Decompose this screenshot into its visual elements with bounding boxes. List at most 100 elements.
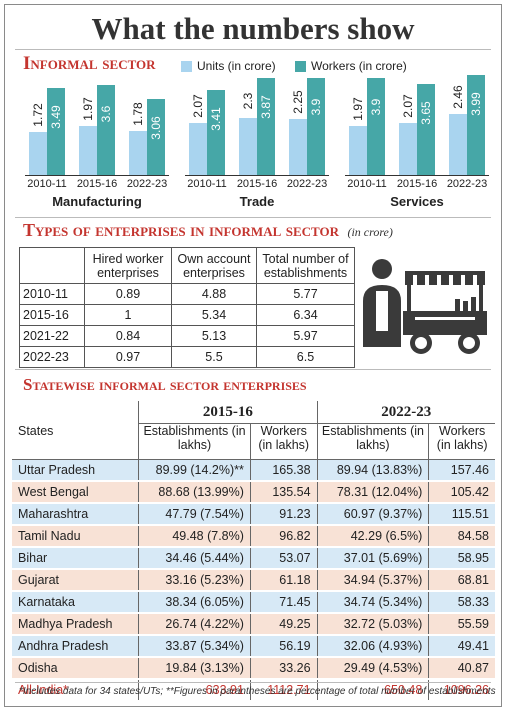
- state-value-cell: 34.94 (5.37%): [316, 569, 429, 592]
- types-row: 2022-23 0.97 5.5 6.5: [19, 346, 355, 368]
- statewise-table-body: Uttar Pradesh 89.99 (14.2%)** 165.38 89.94 …: [12, 459, 495, 700]
- col-workers-2015: Workers (in lakhs): [249, 423, 318, 460]
- state-row: Andhra Pradesh 33.87 (5.34%) 56.19 32.06 (4…: [12, 635, 495, 658]
- state-value-cell: 33.26: [249, 657, 318, 680]
- types-table: Hired worker enterprises Own account ent…: [19, 247, 355, 368]
- types-value-cell: 5.77: [256, 283, 355, 305]
- state-row: Madhya Pradesh 26.74 (4.22%) 49.25 32.72 (5…: [12, 613, 495, 636]
- legend-units-swatch: [181, 61, 192, 72]
- workers-value-label: 3.65: [419, 101, 433, 125]
- page-title: What the numbers show: [91, 11, 415, 46]
- state-value-cell: 49.48 (7.8%): [138, 525, 251, 548]
- types-col-hired: Hired worker enterprises: [84, 247, 172, 284]
- types-year-cell: 2022-23: [19, 346, 85, 368]
- state-row: Gujarat 33.16 (5.23%) 61.18 34.94 (5.37%) 68…: [12, 569, 495, 592]
- state-value-cell: 115.51: [428, 503, 495, 526]
- period-2015-header: 2015-16: [138, 401, 318, 424]
- types-value-cell: 5.97: [256, 325, 355, 347]
- legend-workers-label: Workers (in crore): [311, 59, 407, 73]
- state-value-cell: 58.95: [428, 547, 495, 570]
- chart-baseline: [185, 175, 329, 176]
- types-col-year: [19, 247, 85, 284]
- year-tick-label: 2010-11: [347, 178, 387, 190]
- types-value-cell: 6.5: [256, 346, 355, 368]
- infographic-frame: What the numbers show Informal sector Un…: [4, 4, 502, 707]
- state-row: Uttar Pradesh 89.99 (14.2%)** 165.38 89.94 …: [12, 459, 495, 482]
- workers-value-label: 3.6: [99, 105, 113, 123]
- state-value-cell: 135.54: [249, 481, 318, 504]
- types-value-cell: 6.34: [256, 304, 355, 326]
- units-bar: [399, 123, 417, 175]
- state-value-cell: 1112.71: [249, 679, 318, 700]
- workers-bar: [417, 83, 435, 175]
- chart-baseline: [345, 175, 489, 176]
- types-value-cell: 4.88: [171, 283, 257, 305]
- state-value-cell: 34.74 (5.34%): [316, 591, 429, 614]
- units-value-label: 2.46: [451, 84, 465, 109]
- workers-bar: [307, 77, 325, 175]
- types-value-cell: 1: [84, 304, 172, 326]
- state-value-cell: 19.84 (3.13%): [138, 657, 251, 680]
- chart-divider: [15, 217, 491, 218]
- types-value-cell: 0.84: [84, 325, 172, 347]
- all-india-row: All-India* 633.91 1112.71 650.48 1096.26: [12, 679, 495, 700]
- year-tick-label: 2010-11: [187, 178, 227, 190]
- workers-value-label: 3.99: [469, 92, 483, 116]
- state-value-cell: 60.97 (9.37%): [316, 503, 429, 526]
- state-value-cell: 42.29 (6.5%): [316, 525, 429, 548]
- year-tick-label: 2010-11: [27, 178, 67, 190]
- state-value-cell: 1096.26: [428, 679, 495, 700]
- state-value-cell: 38.34 (6.05%): [138, 591, 251, 614]
- workers-value-label: 3.9: [369, 98, 383, 115]
- workers-bar: [97, 85, 115, 175]
- street-vendor-cart-icon: [363, 259, 487, 354]
- units-value-label: 1.78: [131, 101, 145, 126]
- state-name-cell: All-India*: [18, 683, 69, 697]
- year-tick-label: 2022-23: [446, 178, 488, 190]
- types-value-cell: 5.13: [171, 325, 257, 347]
- workers-bar: [257, 78, 275, 175]
- state-value-cell: 40.87: [428, 657, 495, 680]
- year-tick-label: 2015-16: [236, 178, 278, 190]
- state-value-cell: 55.59: [428, 613, 495, 636]
- state-value-cell: 633.91: [138, 679, 251, 700]
- state-name-cell: Odisha: [12, 657, 139, 680]
- units-value-label: 1.72: [31, 103, 45, 127]
- units-value-label: 2.07: [401, 94, 415, 118]
- units-bar: [129, 130, 147, 175]
- year-tick-label: 2022-23: [126, 178, 168, 190]
- state-value-cell: 26.74 (4.22%): [138, 613, 251, 636]
- state-name-cell: Gujarat: [12, 569, 139, 592]
- state-value-cell: 105.42: [428, 481, 495, 504]
- state-name-cell: Andhra Pradesh: [12, 635, 139, 658]
- informal-sector-chart: 1.72 3.49 2010-11 1.97 3.6 2015-16 1.78 3.06 202…: [5, 5, 501, 215]
- state-value-cell: 157.46: [428, 459, 495, 482]
- sector-group-label: Trade: [239, 194, 275, 209]
- year-tick-label: 2015-16: [396, 178, 438, 190]
- units-bar: [239, 117, 257, 175]
- types-divider: [15, 369, 491, 370]
- state-row: Karnataka 38.34 (6.05%) 71.45 34.74 (5.34%)…: [12, 591, 495, 614]
- legend-workers-swatch: [295, 61, 306, 72]
- state-value-cell: 29.49 (4.53%): [316, 657, 429, 680]
- workers-bar: [467, 75, 485, 175]
- state-value-cell: 49.25: [249, 613, 318, 636]
- state-value-cell: 78.31 (12.04%): [316, 481, 429, 504]
- workers-value-label: 3.41: [209, 107, 223, 131]
- state-name-cell: Uttar Pradesh: [12, 459, 139, 482]
- sector-group-label: Services: [390, 194, 444, 209]
- state-row: Bihar 34.46 (5.44%) 53.07 37.01 (5.69%) 58.9…: [12, 547, 495, 570]
- workers-value-label: 3.87: [259, 95, 273, 119]
- state-row: West Bengal 88.68 (13.99%) 135.54 78.31 (12…: [12, 481, 495, 504]
- state-value-cell: 32.72 (5.03%): [316, 613, 429, 636]
- state-value-cell: 61.18: [249, 569, 318, 592]
- state-value-cell: 91.23: [249, 503, 318, 526]
- types-row: 2021-22 0.84 5.13 5.97: [19, 325, 355, 347]
- state-value-cell: 53.07: [249, 547, 318, 570]
- units-value-label: 2.07: [191, 94, 205, 118]
- types-col-own: Own account enterprises: [171, 247, 257, 284]
- statewise-table: 2015-16 2022-23 States Establishments (i…: [12, 401, 495, 700]
- state-row: Odisha 19.84 (3.13%) 33.26 29.49 (4.53%) 40.…: [12, 657, 495, 680]
- chart-baseline: [25, 175, 169, 176]
- units-value-label: 1.97: [351, 97, 365, 121]
